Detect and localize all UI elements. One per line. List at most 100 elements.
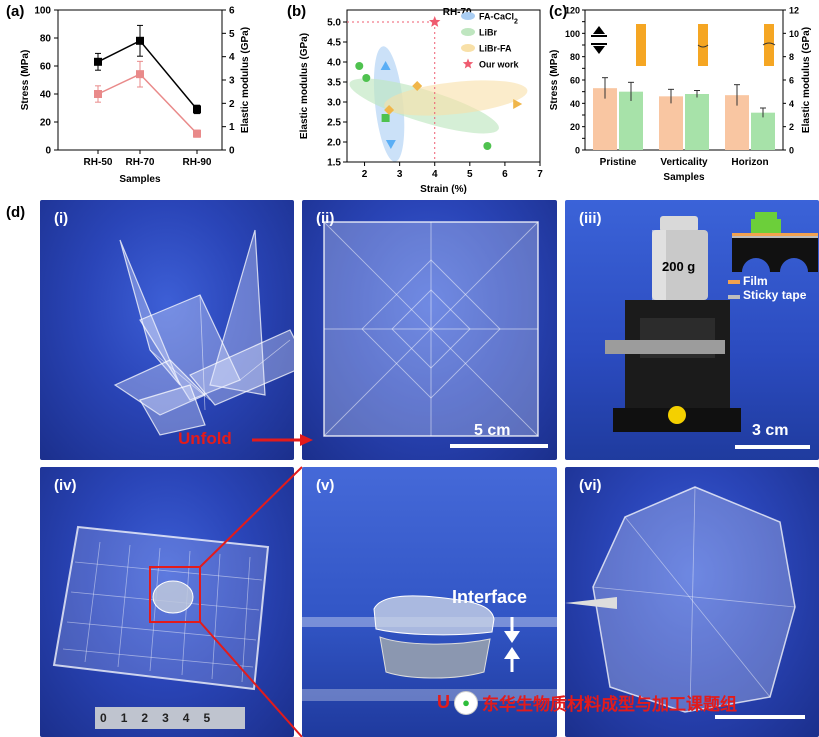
xlabel-a: Samples bbox=[119, 174, 161, 185]
xtick-label-a-0: RH-50 bbox=[84, 157, 113, 168]
photo-label-i: (i) bbox=[54, 210, 69, 227]
series-line-a-1 bbox=[97, 73, 198, 135]
xtick-label-b-0: 2 bbox=[362, 169, 368, 180]
point-b-4 bbox=[381, 114, 390, 122]
cloud-librfa bbox=[384, 80, 528, 116]
plot-frame-b bbox=[346, 9, 541, 163]
y2tick-label-c-6: 12 bbox=[789, 6, 799, 16]
scale-label-iii: 3 cm bbox=[752, 422, 789, 439]
xlabel-b: Strain (%) bbox=[420, 184, 467, 195]
ytick-label-c-0: 0 bbox=[575, 146, 580, 156]
ytick-label-a-3: 60 bbox=[40, 62, 52, 73]
panel-label-b: (b) bbox=[287, 3, 307, 20]
ytick-label-a-0: 0 bbox=[45, 146, 51, 157]
point-b-0 bbox=[380, 61, 391, 70]
ytick-label-a-2: 40 bbox=[40, 90, 52, 101]
ytick-label-a-1: 20 bbox=[40, 118, 52, 129]
ytick-label-c-10: 100 bbox=[565, 29, 580, 39]
point-b-6 bbox=[384, 105, 395, 115]
crane-illustration bbox=[113, 229, 294, 436]
ytick-label-b-3: 3.0 bbox=[327, 98, 341, 109]
point-a-0-0 bbox=[94, 57, 102, 66]
bar-c-1-1 bbox=[685, 94, 709, 150]
y2tick-label-a-1: 1 bbox=[229, 122, 235, 133]
y2tick-label-c-0: 0 bbox=[789, 146, 794, 156]
ytick-label-b-6: 4.5 bbox=[327, 38, 341, 49]
ytick-label-c-6: 60 bbox=[570, 76, 580, 86]
ylabel-c: Stress (MPa) bbox=[549, 50, 560, 111]
photo-label-iv: (iv) bbox=[54, 477, 77, 494]
y2tick-label-a-4: 4 bbox=[229, 52, 235, 63]
film-illustration bbox=[565, 486, 805, 719]
ytick-label-b-4: 3.5 bbox=[327, 78, 341, 89]
tension-arrow-up-icon bbox=[593, 26, 605, 34]
point-a-0-2 bbox=[193, 105, 201, 114]
point-b-8 bbox=[513, 99, 523, 109]
watermark-prefix: U bbox=[437, 692, 450, 712]
legend-swatch-b-1 bbox=[461, 28, 475, 36]
xtick-label-c-2: Horizon bbox=[731, 157, 768, 168]
photo-label-v: (v) bbox=[316, 477, 335, 494]
legend-label-b-2: LiBr-FA bbox=[479, 44, 512, 54]
ytick-label-c-2: 20 bbox=[570, 122, 580, 132]
point-a-1-0 bbox=[94, 90, 102, 98]
point-b-9 bbox=[429, 16, 441, 27]
photo-label-vi: (vi) bbox=[579, 477, 602, 494]
ytick-label-b-5: 4.0 bbox=[327, 58, 341, 69]
wechat-icon: ● bbox=[454, 690, 478, 715]
point-a-1-2 bbox=[193, 129, 201, 138]
point-b-1 bbox=[385, 140, 396, 149]
point-b-2 bbox=[355, 62, 364, 70]
xtick-label-c-1: Verticality bbox=[660, 157, 708, 168]
legend-film-swatch bbox=[728, 280, 740, 284]
y2tick-label-c-5: 10 bbox=[789, 29, 799, 39]
ylabel-a: Stress (MPa) bbox=[20, 50, 31, 111]
panel-label-a: (a) bbox=[6, 3, 25, 20]
xtick-label-c-0: Pristine bbox=[600, 157, 637, 168]
legend-label-b-0-subscript: 2 bbox=[514, 18, 518, 25]
bar-c-1-2 bbox=[751, 112, 775, 150]
inset-crack-horizon bbox=[762, 42, 776, 46]
legend-swatch-b-0 bbox=[461, 12, 475, 20]
xtick-label-a-2: RH-90 bbox=[183, 157, 212, 168]
legend-swatch-b-2 bbox=[461, 44, 475, 52]
ruler-digit-1: 1 bbox=[120, 711, 128, 725]
scale-bar-iii bbox=[735, 445, 810, 449]
xtick-label-a-1: RH-70 bbox=[126, 157, 155, 168]
dish-illustration bbox=[52, 525, 270, 729]
xtick-label-b-2: 4 bbox=[432, 169, 438, 180]
unfold-label: Unfold bbox=[178, 429, 232, 448]
inset-strip-verticality bbox=[698, 24, 708, 66]
watermark: U ● 东华生物质材料成型与加工课题组 bbox=[437, 690, 737, 715]
watermark-text: 东华生物质材料成型与加工课题组 bbox=[482, 695, 737, 715]
inset-crack-verticality bbox=[697, 44, 709, 48]
ytick-label-b-0: 1.5 bbox=[327, 158, 341, 169]
tension-arrow-down-icon bbox=[593, 46, 605, 54]
ruler-digit-4: 4 bbox=[182, 711, 190, 725]
point-b-5 bbox=[483, 142, 492, 150]
photo-vi-film: (vi) bbox=[565, 467, 819, 737]
unfolded-sheet-illustration bbox=[323, 221, 539, 437]
y2label-a: Elastic modulus (GPa) bbox=[240, 27, 251, 133]
ytick-label-a-4: 80 bbox=[40, 34, 52, 45]
scale-label-ii: 5 cm bbox=[474, 422, 511, 439]
legend-label-b-1: LiBr bbox=[479, 28, 497, 38]
y2tick-label-c-3: 6 bbox=[789, 76, 794, 86]
y2tick-label-c-1: 2 bbox=[789, 122, 794, 132]
legend-tape-swatch bbox=[728, 295, 740, 299]
chart-b: 1.5 2.0 2.5 3.0 3.5 4.0 4.5 5.0 2 3 4 5 6 7 Strain (%)… bbox=[299, 7, 543, 195]
y2tick-label-c-4: 8 bbox=[789, 52, 794, 62]
ruler-digits: 0 1 2 3 4 5 bbox=[100, 711, 250, 725]
xtick-label-b-1: 3 bbox=[397, 169, 403, 180]
point-b-3 bbox=[362, 74, 371, 82]
ytick-label-b-2: 2.5 bbox=[327, 118, 341, 129]
legend-label-b-0: FA-CaCl2 bbox=[479, 12, 518, 26]
annotation-b: RH-70 bbox=[443, 7, 472, 18]
y2tick-label-c-2: 4 bbox=[789, 99, 794, 109]
legend-swatch-b-3 bbox=[462, 58, 474, 69]
ytick-label-c-4: 40 bbox=[570, 99, 580, 109]
series-line-a-0 bbox=[97, 39, 198, 110]
legend-tape-label: Sticky tape bbox=[743, 288, 807, 302]
y2tick-label-a-0: 0 bbox=[229, 146, 235, 157]
ruler-digit-0: 0 bbox=[100, 711, 107, 725]
